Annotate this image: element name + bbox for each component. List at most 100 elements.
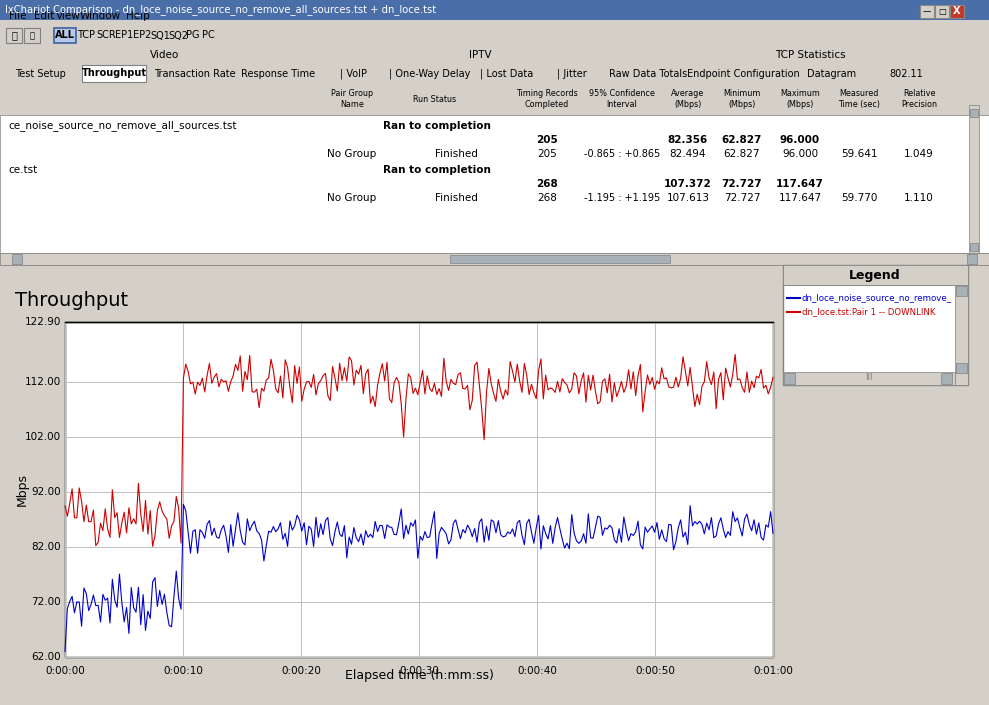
Text: -0.865 : +0.865: -0.865 : +0.865 — [584, 149, 660, 159]
Text: 72.727: 72.727 — [722, 179, 763, 189]
Bar — [0, 685, 989, 705]
Bar — [0, 8, 989, 24]
Text: X: X — [953, 6, 960, 16]
Bar — [0, 24, 989, 46]
Text: III: III — [865, 374, 872, 383]
Text: 0:00:50: 0:00:50 — [635, 666, 674, 676]
Text: Edit: Edit — [34, 11, 54, 21]
Text: File: File — [9, 11, 27, 21]
Text: dn_loce_noise_source_no_remove_: dn_loce_noise_source_no_remove_ — [802, 293, 952, 302]
Text: 0:00:00: 0:00:00 — [45, 666, 85, 676]
Text: 102.00: 102.00 — [25, 432, 61, 442]
Text: 107.372: 107.372 — [665, 179, 712, 189]
Bar — [0, 64, 989, 83]
Text: Raw Data Totals: Raw Data Totals — [609, 69, 687, 79]
Text: Mbps: Mbps — [16, 474, 29, 506]
Text: Ran to completion: Ran to completion — [383, 165, 491, 175]
Text: 0:00:20: 0:00:20 — [281, 666, 321, 676]
Text: 117.647: 117.647 — [778, 193, 822, 203]
Text: 0:00:10: 0:00:10 — [163, 666, 203, 676]
Text: SQ2: SQ2 — [168, 30, 188, 40]
Text: PG: PG — [186, 30, 200, 40]
Text: PC: PC — [202, 30, 215, 40]
Text: 96.000: 96.000 — [780, 135, 820, 145]
Bar — [0, 46, 989, 64]
Text: Finished: Finished — [435, 193, 478, 203]
Text: EP2: EP2 — [133, 30, 151, 40]
Text: Window: Window — [79, 11, 121, 21]
Bar — [82, 65, 146, 82]
Text: Timing Records
Completed: Timing Records Completed — [516, 90, 578, 109]
Bar — [956, 363, 967, 373]
Bar — [0, 0, 989, 20]
Bar — [0, 115, 979, 253]
Text: IPTV: IPTV — [469, 50, 492, 60]
Bar — [956, 286, 967, 296]
Bar — [0, 115, 989, 253]
Text: □: □ — [938, 7, 945, 16]
Text: TCP Statistics: TCP Statistics — [774, 50, 846, 60]
Text: 📋: 📋 — [30, 31, 35, 40]
Text: Video: Video — [150, 50, 180, 60]
Bar — [969, 105, 979, 253]
Text: Pair Group
Name: Pair Group Name — [331, 90, 373, 109]
Bar — [65, 322, 773, 657]
Text: Run Status: Run Status — [413, 94, 457, 104]
Bar — [783, 265, 968, 285]
Bar — [935, 5, 949, 18]
Text: 0:00:30: 0:00:30 — [400, 666, 439, 676]
Text: View: View — [55, 11, 80, 21]
Text: 59.770: 59.770 — [841, 193, 877, 203]
Text: 96.000: 96.000 — [782, 149, 818, 159]
Text: Help: Help — [127, 11, 150, 21]
Text: Transaction Rate: Transaction Rate — [154, 69, 235, 79]
Text: 268: 268 — [536, 179, 558, 189]
Bar — [920, 5, 934, 18]
Text: Datagram: Datagram — [807, 69, 856, 79]
Text: 82.00: 82.00 — [32, 542, 61, 552]
Text: | Jitter: | Jitter — [557, 69, 586, 79]
Text: | One-Way Delay: | One-Way Delay — [390, 69, 471, 79]
Bar — [970, 243, 978, 251]
Bar — [0, 265, 989, 685]
Text: Relative
Precision: Relative Precision — [901, 90, 937, 109]
Text: Maximum
(Mbps): Maximum (Mbps) — [780, 90, 820, 109]
Text: 122.90: 122.90 — [25, 317, 61, 327]
Text: 82.494: 82.494 — [670, 149, 706, 159]
Text: | Lost Data: | Lost Data — [481, 69, 534, 79]
Text: —: — — [923, 7, 932, 16]
Text: 72.727: 72.727 — [724, 193, 761, 203]
Bar — [12, 254, 22, 264]
Bar — [784, 373, 795, 384]
Text: Minimum
(Mbps): Minimum (Mbps) — [723, 90, 761, 109]
Text: EP1: EP1 — [115, 30, 134, 40]
Text: 0:01:00: 0:01:00 — [753, 666, 793, 676]
Text: Average
(Mbps): Average (Mbps) — [672, 90, 704, 109]
Text: Ran to completion: Ran to completion — [383, 121, 491, 131]
Text: dn_loce.tst:Pair 1 -- DOWNLINK: dn_loce.tst:Pair 1 -- DOWNLINK — [802, 307, 936, 317]
Bar — [6, 28, 22, 43]
Text: Endpoint Configuration: Endpoint Configuration — [686, 69, 799, 79]
Text: -1.195 : +1.195: -1.195 : +1.195 — [584, 193, 660, 203]
Text: ce_noise_source_no_remove_all_sources.tst: ce_noise_source_no_remove_all_sources.ts… — [8, 121, 236, 131]
Text: Test Setup: Test Setup — [15, 69, 65, 79]
Text: IxChariot Comparison - dn_loce_noise_source_no_remove_all_sources.tst + dn_loce.: IxChariot Comparison - dn_loce_noise_sou… — [5, 4, 436, 16]
Text: 205: 205 — [536, 135, 558, 145]
Text: ALL: ALL — [55, 30, 75, 40]
Text: 112.00: 112.00 — [25, 377, 61, 387]
Text: 59.641: 59.641 — [841, 149, 877, 159]
Bar — [967, 254, 977, 264]
Text: 62.827: 62.827 — [724, 149, 761, 159]
Text: Legend: Legend — [850, 269, 901, 281]
Bar — [0, 253, 989, 265]
Bar — [450, 255, 670, 263]
Text: 0:00:40: 0:00:40 — [517, 666, 557, 676]
Text: No Group: No Group — [327, 193, 377, 203]
Bar — [24, 28, 40, 43]
Text: 82.356: 82.356 — [668, 135, 708, 145]
Bar — [970, 109, 978, 117]
Text: Response Time: Response Time — [241, 69, 315, 79]
Text: SCR: SCR — [96, 30, 116, 40]
Text: Finished: Finished — [435, 149, 478, 159]
Bar — [950, 5, 964, 18]
